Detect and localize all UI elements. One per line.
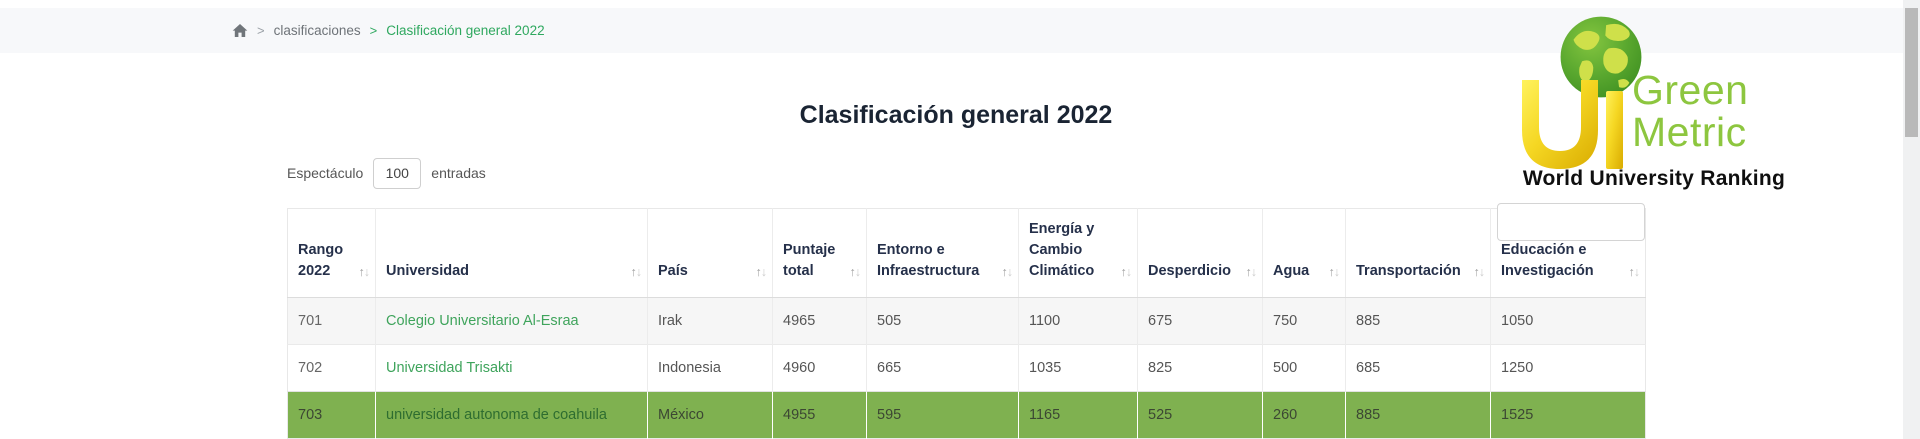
- waste-cell: 825: [1137, 344, 1263, 392]
- table-header-row: Rango 2022 ↑↓ Universidad ↑↓ País ↑↓ Puntaj…: [287, 208, 1646, 299]
- education-research-cell: 1250: [1490, 344, 1646, 392]
- sort-icon[interactable]: ↑↓: [1001, 264, 1014, 279]
- table-row: 702 Universidad Trisakti Indonesia 4960 …: [287, 344, 1646, 392]
- search-input[interactable]: [1497, 203, 1645, 241]
- logo-text-metric: Metric: [1632, 109, 1747, 155]
- breadcrumb-item-current[interactable]: Clasificación general 2022: [386, 23, 545, 38]
- column-header-puntaje[interactable]: Puntaje total ↑↓: [772, 208, 867, 299]
- education-research-cell: 1050: [1490, 297, 1646, 345]
- setting-infrastructure-cell: 505: [866, 297, 1019, 345]
- rank-cell: 701: [287, 297, 376, 345]
- ranking-table: Rango 2022 ↑↓ Universidad ↑↓ País ↑↓ Puntaj…: [287, 208, 1646, 439]
- uigreenmetric-logo: Green Metric World University Ranking: [1518, 4, 1796, 204]
- column-header-transportacion[interactable]: Transportación ↑↓: [1345, 208, 1491, 299]
- university-cell: Universidad Trisakti: [375, 344, 648, 392]
- breadcrumb-separator: >: [369, 23, 378, 38]
- water-cell: 260: [1262, 391, 1346, 439]
- energy-climate-cell: 1035: [1018, 344, 1138, 392]
- column-header-energia[interactable]: Energía y Cambio Climático ↑↓: [1018, 208, 1138, 299]
- column-header-entorno[interactable]: Entorno e Infraestructura ↑↓: [866, 208, 1019, 299]
- page-title: Clasificación general 2022: [799, 101, 1113, 129]
- sort-icon[interactable]: ↑↓: [1328, 264, 1341, 279]
- setting-infrastructure-cell: 665: [866, 344, 1019, 392]
- transportation-cell: 685: [1345, 344, 1491, 392]
- total-score-cell: 4960: [772, 344, 867, 392]
- university-cell: universidad autonoma de coahuila: [375, 391, 648, 439]
- column-header-agua[interactable]: Agua ↑↓: [1262, 208, 1346, 299]
- university-cell: Colegio Universitario Al-Esraa: [375, 297, 648, 345]
- sort-icon[interactable]: ↑↓: [1245, 264, 1258, 279]
- globe-icon: [1558, 14, 1644, 105]
- sort-icon[interactable]: ↑↓: [1120, 264, 1133, 279]
- table-row: 701 Colegio Universitario Al-Esraa Irak …: [287, 297, 1646, 345]
- energy-climate-cell: 1100: [1018, 297, 1138, 345]
- entries-label-suffix: entradas: [431, 165, 486, 181]
- sort-icon[interactable]: ↑↓: [630, 264, 643, 279]
- column-header-universidad[interactable]: Universidad ↑↓: [375, 208, 648, 299]
- logo-tagline: World University Ranking: [1522, 167, 1786, 190]
- water-cell: 750: [1262, 297, 1346, 345]
- sort-icon[interactable]: ↑↓: [1473, 264, 1486, 279]
- table-row-highlighted: 703 universidad autonoma de coahuila Méx…: [287, 391, 1646, 439]
- home-icon[interactable]: [232, 23, 248, 38]
- country-cell: Indonesia: [647, 344, 773, 392]
- energy-climate-cell: 1165: [1018, 391, 1138, 439]
- entries-length-control: Espectáculo entradas: [287, 156, 486, 190]
- waste-cell: 525: [1137, 391, 1263, 439]
- university-link[interactable]: Colegio Universitario Al-Esraa: [386, 313, 579, 330]
- logo-text-green: Green: [1632, 67, 1749, 113]
- column-header-rango[interactable]: Rango 2022 ↑↓: [287, 208, 376, 299]
- country-cell: México: [647, 391, 773, 439]
- rank-cell: 703: [287, 391, 376, 439]
- vertical-scrollbar-thumb[interactable]: [1905, 8, 1918, 137]
- entries-label-prefix: Espectáculo: [287, 165, 364, 181]
- university-link[interactable]: Universidad Trisakti: [386, 360, 513, 377]
- vertical-scrollbar-track[interactable]: [1903, 0, 1920, 439]
- column-header-pais[interactable]: País ↑↓: [647, 208, 773, 299]
- entries-count-input[interactable]: [373, 157, 422, 189]
- breadcrumb-item-clasificaciones[interactable]: clasificaciones: [273, 23, 361, 38]
- university-link[interactable]: universidad autonoma de coahuila: [386, 407, 607, 424]
- waste-cell: 675: [1137, 297, 1263, 345]
- sort-icon[interactable]: ↑↓: [755, 264, 768, 279]
- country-cell: Irak: [647, 297, 773, 345]
- total-score-cell: 4965: [772, 297, 867, 345]
- sort-icon[interactable]: ↑↓: [849, 264, 862, 279]
- sort-icon[interactable]: ↑↓: [1628, 264, 1641, 279]
- water-cell: 500: [1262, 344, 1346, 392]
- transportation-cell: 885: [1345, 391, 1491, 439]
- education-research-cell: 1525: [1490, 391, 1646, 439]
- total-score-cell: 4955: [772, 391, 867, 439]
- column-header-desperdicio[interactable]: Desperdicio ↑↓: [1137, 208, 1263, 299]
- breadcrumb-separator: >: [257, 23, 265, 38]
- ui-logo-letters: [1522, 80, 1627, 177]
- sort-icon[interactable]: ↑↓: [358, 264, 371, 279]
- setting-infrastructure-cell: 595: [866, 391, 1019, 439]
- rank-cell: 702: [287, 344, 376, 392]
- transportation-cell: 885: [1345, 297, 1491, 345]
